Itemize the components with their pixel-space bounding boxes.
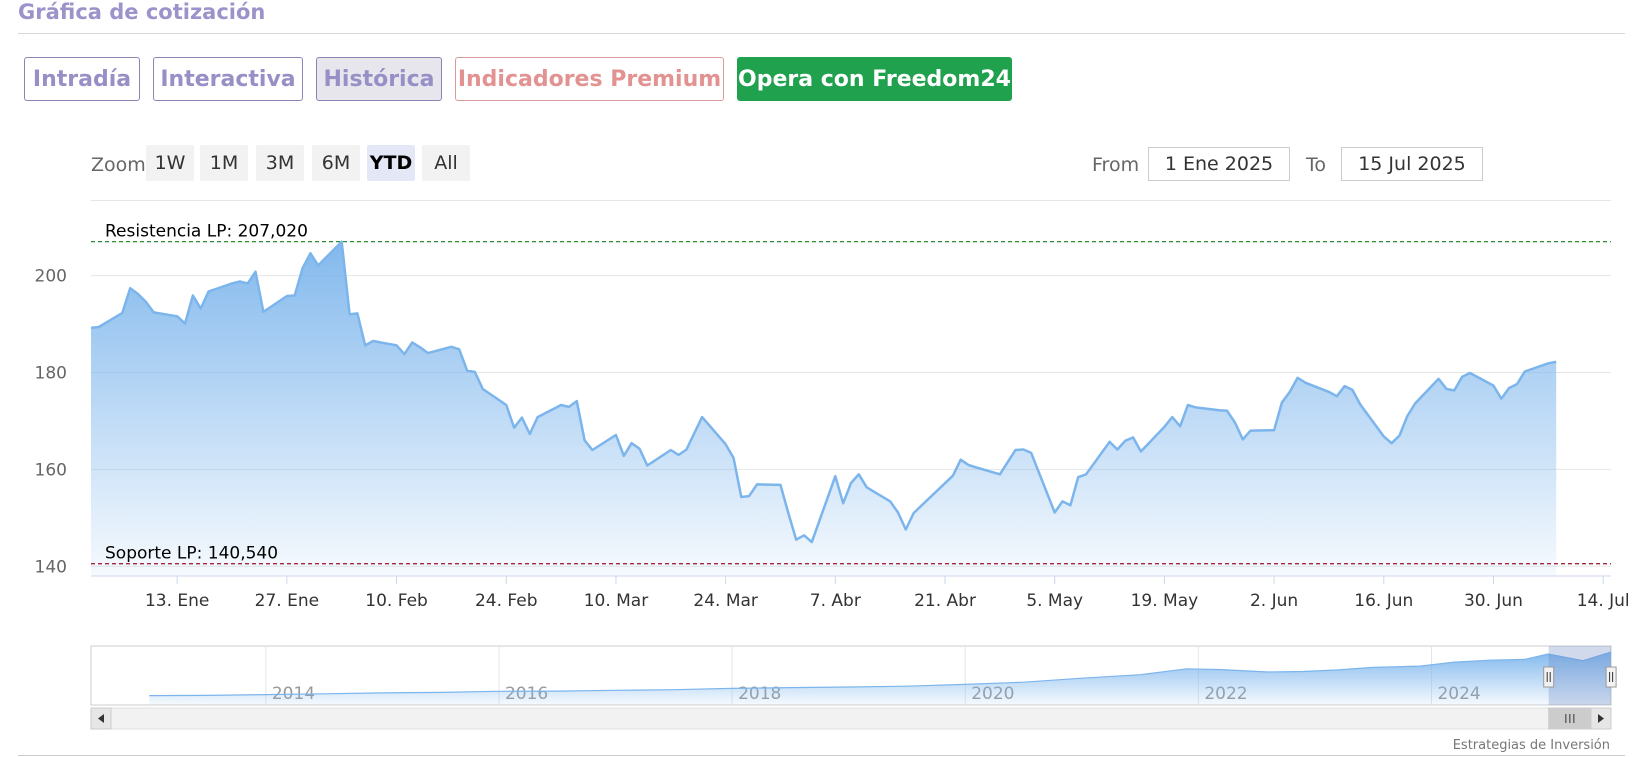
page-title: Gráfica de cotización [18,0,266,24]
x-tick-label: 7. Abr [810,591,861,611]
x-tick-label: 19. May [1131,591,1199,611]
range-to-input[interactable]: 15 Jul 2025 [1341,147,1483,181]
support-label: Soporte LP: 140,540 [105,544,278,564]
x-tick-label: 2. Jun [1250,591,1298,611]
zoom-3m-button[interactable]: 3M [256,145,304,181]
navigator-handle-right[interactable] [1605,666,1617,688]
zoom-6m-button[interactable]: 6M [312,145,360,181]
zoom-1m-button[interactable]: 1M [200,145,248,181]
tab-historica[interactable]: Histórica [316,57,442,101]
tab-interactiva[interactable]: Interactiva [153,57,303,101]
bottom-divider [18,755,1625,756]
navigator-selection[interactable] [1548,646,1612,705]
x-tick-label: 24. Feb [475,591,538,611]
scroll-left-button[interactable] [90,707,112,730]
resistance-label: Resistencia LP: 207,020 [105,222,308,242]
y-tick-label: 180 [35,364,67,384]
navigator-line [149,651,1612,697]
credits-link[interactable]: Estrategias de Inversión [1452,738,1610,753]
toolbar-divider [91,200,1611,201]
zoom-1w-button[interactable]: 1W [146,145,194,181]
scroll-right-button[interactable] [1590,707,1612,730]
price-area [91,241,1557,576]
x-tick-label: 24. Mar [693,591,758,611]
range-to-label: To [1306,154,1327,176]
x-tick-label: 14. Jul [1577,591,1630,611]
scrollbar-thumb[interactable] [1548,707,1592,730]
opera-freedom24-button[interactable]: Opera con Freedom24 [737,57,1012,101]
x-tick-label: 10. Feb [365,591,428,611]
x-tick-label: 30. Jun [1464,591,1523,611]
scrollbar-track[interactable] [90,707,1612,730]
range-from-input[interactable]: 1 Ene 2025 [1148,147,1290,181]
y-tick-label: 140 [35,557,67,577]
x-tick-label: 5. May [1026,591,1083,611]
y-tick-label: 200 [35,267,67,287]
x-tick-label: 21. Abr [914,591,976,611]
x-tick-label: 16. Jun [1354,591,1413,611]
title-divider [18,33,1625,34]
y-tick-label: 160 [35,460,67,480]
zoom-all-button[interactable]: All [422,145,470,181]
range-from-label: From [1092,154,1140,176]
x-tick-label: 10. Mar [584,591,649,611]
zoom-ytd-button[interactable]: YTD [367,145,415,181]
x-tick-label: 27. Ene [255,591,319,611]
x-tick-label: 13. Ene [145,591,209,611]
tab-indicadores-premium[interactable]: Indicadores Premium [455,57,724,101]
tab-intradia[interactable]: Intradía [24,57,140,101]
zoom-label: Zoom [91,154,146,176]
price-line[interactable] [90,240,1557,544]
navigator-handle-left[interactable] [1543,666,1555,688]
